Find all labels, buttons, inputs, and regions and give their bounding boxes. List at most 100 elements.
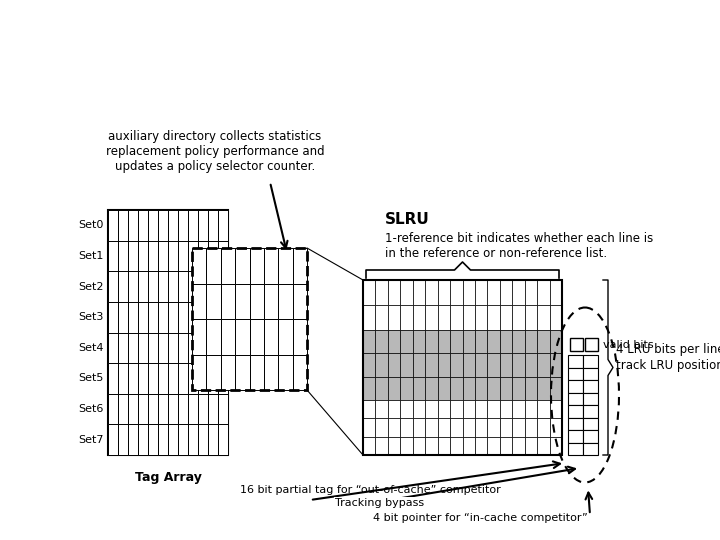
Bar xyxy=(138,210,148,241)
Bar xyxy=(198,363,208,394)
Bar xyxy=(426,377,438,400)
Bar xyxy=(462,418,475,437)
Bar xyxy=(525,400,537,418)
Bar xyxy=(188,302,198,333)
Bar xyxy=(278,248,292,284)
Bar xyxy=(221,284,235,319)
Text: 1-reference bit indicates whether each line is
in the reference or non-reference: 1-reference bit indicates whether each l… xyxy=(385,232,653,260)
Bar xyxy=(208,424,218,455)
Bar xyxy=(108,210,118,241)
Text: 4 bit pointer for “in-cache competitor”: 4 bit pointer for “in-cache competitor” xyxy=(373,513,588,523)
Bar xyxy=(188,271,198,302)
Bar xyxy=(413,353,426,377)
Bar xyxy=(158,241,168,271)
Bar xyxy=(549,330,562,353)
Bar xyxy=(413,418,426,437)
Bar xyxy=(363,377,375,400)
Bar xyxy=(549,305,562,330)
Bar xyxy=(198,271,208,302)
Text: Set2: Set2 xyxy=(78,281,104,292)
Bar xyxy=(375,280,388,305)
Bar xyxy=(537,437,549,455)
Bar xyxy=(158,302,168,333)
Bar xyxy=(549,353,562,377)
Bar xyxy=(158,424,168,455)
Bar xyxy=(413,437,426,455)
Bar xyxy=(363,280,375,305)
Bar xyxy=(475,400,487,418)
Bar xyxy=(218,333,228,363)
Bar xyxy=(108,424,118,455)
Bar xyxy=(583,405,598,417)
Bar xyxy=(438,400,450,418)
Bar xyxy=(400,400,413,418)
Bar xyxy=(178,363,188,394)
Bar xyxy=(549,418,562,437)
Bar xyxy=(207,248,221,284)
Bar xyxy=(188,241,198,271)
Bar xyxy=(475,418,487,437)
Bar xyxy=(138,241,148,271)
Bar xyxy=(118,271,128,302)
Bar xyxy=(250,284,264,319)
Bar xyxy=(462,330,475,353)
Bar xyxy=(388,377,400,400)
Bar xyxy=(500,400,512,418)
Bar xyxy=(438,418,450,437)
Bar xyxy=(138,424,148,455)
Bar xyxy=(168,424,178,455)
Text: Set5: Set5 xyxy=(78,374,104,383)
Bar xyxy=(568,405,583,417)
Bar xyxy=(208,394,218,424)
Bar xyxy=(426,353,438,377)
Bar xyxy=(512,437,525,455)
Bar xyxy=(168,271,178,302)
Bar xyxy=(475,353,487,377)
Text: Set7: Set7 xyxy=(78,435,104,444)
Bar xyxy=(138,302,148,333)
Bar xyxy=(537,377,549,400)
Bar xyxy=(462,353,475,377)
Bar xyxy=(178,210,188,241)
Bar xyxy=(568,417,583,430)
Bar xyxy=(500,305,512,330)
Bar xyxy=(388,437,400,455)
Bar xyxy=(264,284,278,319)
Bar xyxy=(462,400,475,418)
Bar xyxy=(525,330,537,353)
Bar xyxy=(278,284,292,319)
Bar xyxy=(208,241,218,271)
Bar xyxy=(118,424,128,455)
Bar xyxy=(568,355,583,368)
Bar xyxy=(148,241,158,271)
Bar xyxy=(512,377,525,400)
Bar xyxy=(168,241,178,271)
Bar xyxy=(388,353,400,377)
Bar xyxy=(218,271,228,302)
Bar xyxy=(128,394,138,424)
Bar xyxy=(413,305,426,330)
Bar xyxy=(450,437,462,455)
Bar xyxy=(218,363,228,394)
Bar xyxy=(148,302,158,333)
Bar xyxy=(375,330,388,353)
Bar xyxy=(462,305,475,330)
Bar xyxy=(148,210,158,241)
Bar xyxy=(583,442,598,455)
Text: Set3: Set3 xyxy=(78,312,104,322)
Bar xyxy=(250,248,264,284)
Bar xyxy=(128,241,138,271)
Bar xyxy=(438,437,450,455)
Bar xyxy=(192,319,207,354)
Bar xyxy=(148,363,158,394)
Bar xyxy=(487,305,500,330)
Bar xyxy=(192,354,207,390)
Bar xyxy=(138,271,148,302)
Bar xyxy=(208,271,218,302)
Bar xyxy=(188,333,198,363)
Bar xyxy=(221,248,235,284)
Bar xyxy=(400,305,413,330)
Bar xyxy=(192,284,207,319)
Bar xyxy=(178,241,188,271)
Bar xyxy=(400,437,413,455)
